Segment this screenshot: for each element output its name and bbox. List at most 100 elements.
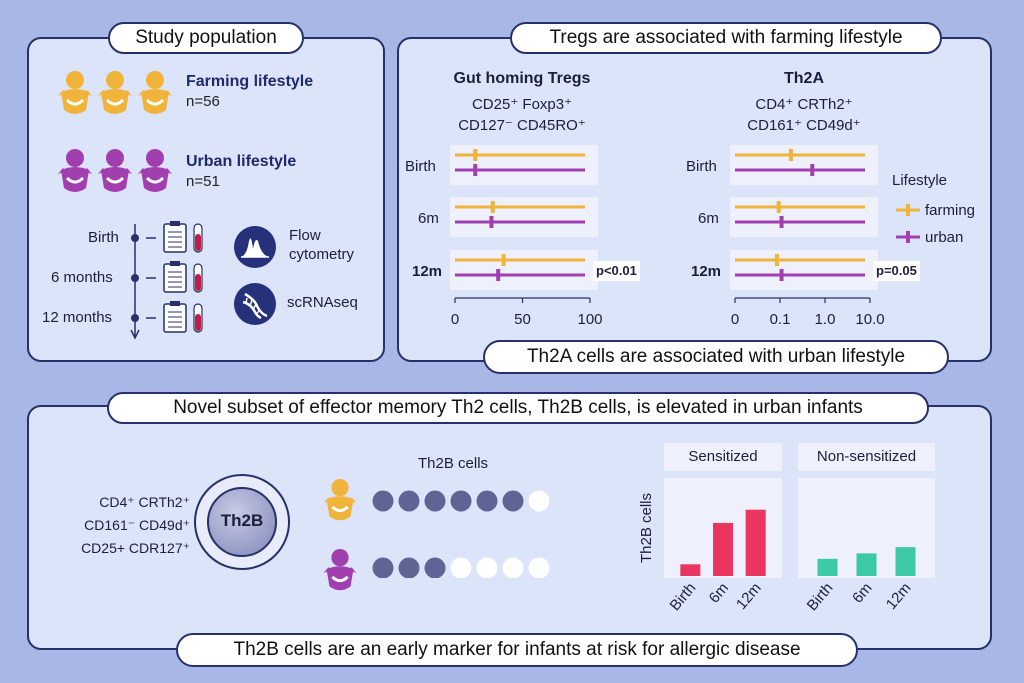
flow-cytometry-icon <box>234 226 276 268</box>
infant-icon <box>98 149 132 192</box>
legend-farming-swatch <box>896 204 920 216</box>
th2b-dot-empty <box>528 490 550 512</box>
th2b-conclusion-title: Th2B cells are an early marker for infan… <box>176 633 858 667</box>
x-tick-label: 0 <box>451 311 459 328</box>
farming-infant-icon <box>323 478 357 521</box>
infant-icon <box>138 71 172 114</box>
gut-homing-tregs-title: Gut homing Tregs <box>453 70 591 87</box>
th2b-dot-filled <box>424 557 446 578</box>
th2b-dot-filled <box>476 490 498 512</box>
th2b-title: Novel subset of effector memory Th2 cell… <box>107 392 929 424</box>
p-value-th2a: p=0.05 <box>873 261 920 281</box>
farming-n: n=56 <box>186 93 220 110</box>
infant-icon <box>98 71 132 114</box>
row-band <box>730 145 878 185</box>
th2b-dot-empty <box>502 557 524 578</box>
scrnaseq-icon <box>234 283 276 325</box>
bar-birth <box>817 558 838 576</box>
infant-icon <box>58 71 92 114</box>
legend-title: Lifestyle <box>892 172 948 189</box>
blood-tube-icon <box>193 263 203 293</box>
row-label-12m-th2a: 12m <box>691 263 722 280</box>
bar-category-label: 12m <box>883 580 915 613</box>
bar-12m <box>895 547 916 576</box>
bar-category-label: 6m <box>706 580 732 607</box>
bar-category-label: 12m <box>733 580 765 613</box>
row-band <box>450 250 598 290</box>
median-marker-farming <box>774 254 779 266</box>
blood-tube-icon <box>193 303 203 333</box>
farming-infant-icons <box>58 71 172 114</box>
timepoint-birth: Birth <box>88 229 119 246</box>
median-marker-urban <box>489 216 494 228</box>
th2b-marker-3: CD25+ CDR127⁺ <box>81 540 190 556</box>
th2b-dot-empty <box>450 557 472 578</box>
median-marker-farming <box>490 201 495 213</box>
bar-category-label: Birth <box>804 580 837 615</box>
th2b-dot-filled <box>424 490 446 512</box>
median-marker-urban <box>779 216 784 228</box>
bar-category-label: Birth <box>667 580 700 615</box>
th2a-title: Th2A <box>784 70 824 87</box>
urban-n: n=51 <box>186 173 220 190</box>
row-band <box>450 197 598 237</box>
th2b-dot-filled <box>502 490 524 512</box>
th2b-y-axis-label: Th2B cells <box>638 493 655 563</box>
urban-infant-icon <box>323 548 357 591</box>
th2a-association-title: Th2A cells are associated with urban lif… <box>483 340 949 374</box>
urban-infant-icons <box>58 149 172 192</box>
median-marker-farming <box>776 201 781 213</box>
row-label-12m: 12m <box>412 263 443 280</box>
th2b-cell-inner <box>207 487 277 557</box>
legend-farming-label: farming <box>925 202 976 219</box>
row-band <box>730 250 878 290</box>
bar-12m <box>745 509 766 576</box>
th2b-dot-filled <box>398 557 420 578</box>
median-marker-farming <box>501 254 506 266</box>
th2b-dot-rows <box>372 490 550 578</box>
x-tick-label: 0.1 <box>770 311 791 328</box>
tregs-range-plot: 0 50 100 0 0.1 1.0 10.0 <box>451 149 885 328</box>
th2b-dot-empty <box>476 557 498 578</box>
study-population-title: Study population <box>108 22 304 54</box>
row-band <box>730 197 878 237</box>
th2b-dot-filled <box>450 490 472 512</box>
infant-icon <box>58 149 92 192</box>
bar-6m <box>856 553 877 576</box>
tregs-title: Tregs are associated with farming lifest… <box>510 22 942 54</box>
tregs-markers-line1: CD25⁺ Foxp3⁺ <box>471 96 573 113</box>
p-value-tregs: p<0.01 <box>593 261 640 281</box>
median-marker-urban <box>496 269 501 281</box>
urban-lifestyle-label: Urban lifestyle <box>186 153 297 170</box>
x-tick-label: 0 <box>731 311 739 328</box>
th2b-cell-label: Th2B <box>220 511 264 530</box>
clipboard-icon <box>163 261 187 293</box>
th2a-markers-line1: CD4⁺ CRTh2⁺ <box>755 96 853 113</box>
median-marker-farming <box>788 149 793 161</box>
scrnaseq-label: scRNAseq <box>287 294 358 311</box>
tregs-markers-line2: CD127⁻ CD45RO⁺ <box>458 117 586 134</box>
median-marker-urban <box>473 164 478 176</box>
timepoint-12-months: 12 months <box>42 309 113 326</box>
clipboard-icon <box>163 301 187 333</box>
median-marker-urban <box>779 269 784 281</box>
row-label-birth-th2a: Birth <box>686 158 717 175</box>
th2b-dots-title: Th2B cells <box>418 455 489 472</box>
th2b-dot-empty <box>528 557 550 578</box>
flow-cytometry-label: Flow cytometry <box>289 227 355 263</box>
row-label-6m: 6m <box>418 210 439 227</box>
bar-6m <box>713 522 733 576</box>
legend-urban-label: urban <box>925 229 964 246</box>
x-tick-label: 10.0 <box>855 311 884 328</box>
sensitized-header: Sensitized <box>664 443 782 471</box>
legend-urban-swatch <box>896 231 920 243</box>
th2a-markers-line2: CD161⁺ CD49d⁺ <box>747 117 861 134</box>
bar-category-label: 6m <box>849 580 875 607</box>
x-tick-label: 1.0 <box>815 311 836 328</box>
farming-lifestyle-label: Farming lifestyle <box>186 73 314 90</box>
infant-icon <box>138 149 172 192</box>
nonsensitized-header: Non-sensitized <box>798 443 935 471</box>
median-marker-urban <box>810 164 815 176</box>
bar-birth <box>680 564 701 576</box>
